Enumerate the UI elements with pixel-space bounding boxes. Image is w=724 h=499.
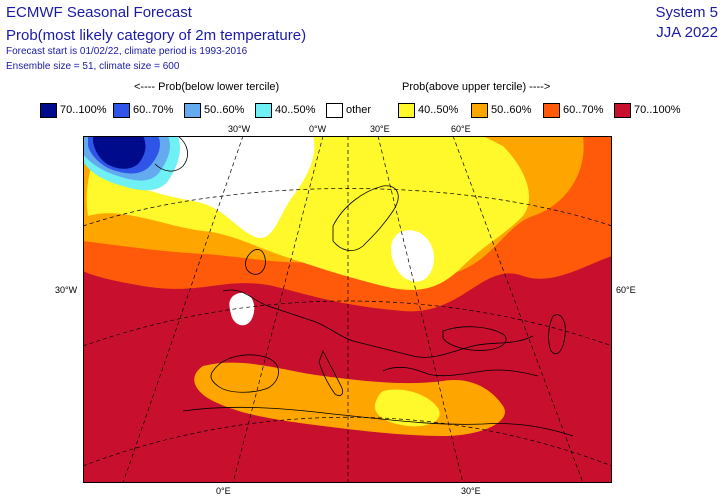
legend-item: 50..60% [184, 102, 244, 118]
lon-label-30e-top: 30°E [370, 124, 390, 134]
forecast-info: Forecast start is 01/02/22, climate peri… [6, 46, 248, 57]
region-below-70-100 [93, 136, 146, 169]
map-canvas [83, 136, 612, 483]
legend-swatch [326, 102, 343, 118]
coastline-caspian [548, 314, 566, 355]
legend-item: 60..70% [543, 102, 603, 118]
legend-swatch [184, 102, 201, 118]
legend-swatch [471, 102, 488, 118]
coastline-europe [222, 289, 534, 358]
legend-swatch [543, 102, 560, 118]
legend-item: 60..70% [113, 102, 173, 118]
region-other-white-atlantic [229, 292, 255, 326]
legend-label: other [346, 104, 372, 116]
legend-swatch [398, 102, 415, 118]
legend-above-caption: Prob(above upper tercile) ----> [402, 81, 551, 93]
legend-item: other [326, 102, 371, 118]
ensemble-info: Ensemble size = 51, climate size = 600 [6, 61, 180, 72]
legend-label: 60..70% [563, 104, 604, 116]
meridian-line [377, 136, 464, 483]
region-other-white-east [391, 230, 434, 282]
legend-below-caption: <---- Prob(below lower tercile) [134, 81, 280, 93]
legend-label: 60..70% [133, 104, 174, 116]
legend-label: 50..60% [204, 104, 245, 116]
coastline-iberia [210, 354, 279, 393]
lon-label-0-bottom: 0°E [216, 486, 231, 496]
region-40-50-med [374, 389, 440, 427]
meridian-line [122, 136, 244, 483]
legend-swatch [614, 102, 631, 118]
legend-item: 70..100% [40, 102, 106, 118]
legend-item: 70..100% [614, 102, 680, 118]
lon-label-0-top: 0°W [309, 124, 327, 134]
legend-item: 40..50% [255, 102, 315, 118]
legend-item: 50..60% [471, 102, 531, 118]
title-line-2: Prob(most likely category of 2m temperat… [6, 27, 307, 44]
legend-item: 40..50% [398, 102, 458, 118]
forecast-map [83, 136, 612, 483]
meridian-line [452, 136, 584, 483]
lon-label-30w-top: 30°W [228, 124, 251, 134]
map-border [83, 136, 612, 483]
coastline-italy [318, 349, 343, 396]
legend-swatch [113, 102, 130, 118]
coastline-greece-turkey [382, 366, 539, 377]
legend-label: 40..50% [275, 104, 316, 116]
legend-label: 40..50% [418, 104, 459, 116]
season-label: JJA 2022 [656, 24, 718, 41]
legend-label: 50..60% [491, 104, 532, 116]
title-line-1: ECMWF Seasonal Forecast [6, 4, 192, 21]
parallel-line [83, 416, 612, 467]
coastline-black-sea [442, 326, 507, 351]
coastline-africa [182, 406, 574, 437]
legend-label: 70..100% [634, 104, 681, 116]
lon-label-30e-bottom: 30°E [461, 486, 481, 496]
lon-label-60e-right: 60°E [616, 285, 636, 295]
legend-label: 70..100% [60, 104, 107, 116]
coastline-scandinavia [332, 185, 399, 251]
coastline-greenland [154, 136, 188, 172]
meridian-line [232, 136, 324, 483]
lon-label-30w-left: 30°W [55, 285, 78, 295]
system-label: System 5 [655, 4, 718, 21]
coastline-britain [245, 249, 266, 275]
lon-label-60e-top: 60°E [451, 124, 471, 134]
legend-swatch [255, 102, 272, 118]
legend-swatch [40, 102, 57, 118]
